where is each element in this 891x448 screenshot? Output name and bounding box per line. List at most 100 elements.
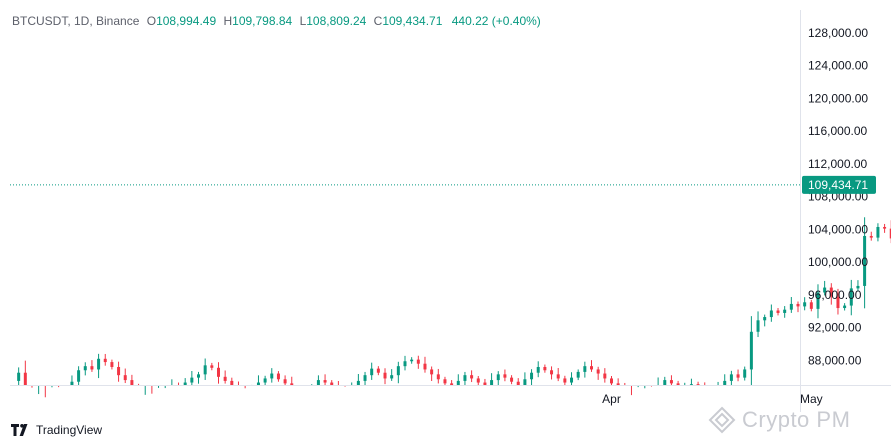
candle-body xyxy=(583,366,587,372)
candle-body xyxy=(729,374,733,381)
candle-body xyxy=(276,373,280,380)
candle-body xyxy=(876,226,880,238)
candle-body xyxy=(23,372,27,385)
price-tick-label: 88,000.00 xyxy=(808,353,862,367)
candle-body xyxy=(423,363,427,370)
price-tick-label: 120,000.00 xyxy=(808,91,868,105)
candle-body xyxy=(796,303,800,307)
candle-body xyxy=(70,381,74,385)
candle-body xyxy=(816,292,820,309)
change-value: 440.22 (+0.40%) xyxy=(451,14,541,28)
candle-body xyxy=(443,379,447,384)
price-tick-label: 92,000.00 xyxy=(808,321,862,335)
candle-body xyxy=(669,380,673,384)
candle-body xyxy=(263,378,267,383)
candle-body xyxy=(563,378,567,383)
candle-body xyxy=(696,384,700,386)
watermark-text: Crypto PM xyxy=(742,407,851,432)
candle-body xyxy=(450,383,454,385)
candle-body xyxy=(130,380,134,385)
candle-body xyxy=(536,366,540,373)
symbol-label: BTCUSDT, 1D, Binance xyxy=(12,14,140,28)
high-value: 109,798.84 xyxy=(232,14,293,28)
low-label: L xyxy=(299,14,307,28)
candle-body xyxy=(869,235,873,238)
candle-body xyxy=(503,374,507,378)
candle-body xyxy=(576,371,580,378)
price-tick-label: 104,000.00 xyxy=(808,222,868,236)
candle-body xyxy=(210,365,214,368)
candle-body xyxy=(356,380,360,385)
candle-body xyxy=(789,303,793,310)
candle-body xyxy=(676,383,680,385)
candle-body xyxy=(596,369,600,374)
candle-body xyxy=(370,368,374,376)
candle-body xyxy=(769,310,773,318)
candle-body xyxy=(197,374,201,378)
candle-body xyxy=(809,302,813,309)
candle-body xyxy=(883,226,887,229)
candle-body xyxy=(756,320,760,332)
candle-body xyxy=(556,374,560,379)
candle-body xyxy=(83,366,87,371)
candle-body xyxy=(403,361,407,367)
candle-body xyxy=(863,235,867,286)
candle-body xyxy=(609,378,613,384)
candle-body xyxy=(216,367,220,377)
open-label: O xyxy=(146,14,157,28)
candle-body xyxy=(889,228,891,239)
price-tick-label: 124,000.00 xyxy=(808,59,868,73)
candle-body xyxy=(470,375,474,379)
candle-body xyxy=(496,374,500,381)
open-value: 108,994.49 xyxy=(156,14,217,28)
candle-body xyxy=(603,373,607,379)
candle-body xyxy=(396,366,400,376)
candle-body xyxy=(836,296,840,309)
candle-body xyxy=(323,380,327,383)
candle-body xyxy=(763,317,767,321)
candle-body xyxy=(230,380,234,385)
candle-body xyxy=(97,358,101,370)
candle-body xyxy=(663,380,667,385)
candle-body xyxy=(849,288,853,306)
candle-body xyxy=(543,366,547,371)
candle-body xyxy=(803,302,807,307)
candle-body xyxy=(843,305,847,309)
price-tick-label: 128,000.00 xyxy=(808,26,868,40)
tradingview-icon xyxy=(11,424,28,436)
diamond-logo-icon xyxy=(708,406,736,434)
time-tick-label: Apr xyxy=(602,392,621,406)
candle-body xyxy=(330,382,334,385)
ohlc-legend: BTCUSDT, 1D, Binance O108,994.49 H109,79… xyxy=(12,14,541,28)
candle-body xyxy=(77,370,81,382)
candle-body xyxy=(530,372,534,380)
candle-body xyxy=(376,368,380,373)
time-tick-label: May xyxy=(800,392,823,406)
candle-body xyxy=(476,378,480,383)
candle-body xyxy=(190,377,194,383)
candle-body xyxy=(856,285,860,289)
candle-body xyxy=(456,380,460,385)
price-axis[interactable]: 88,000.00 92,000.00 96,000.00 100,000.00 104… xyxy=(808,26,868,368)
candle-body xyxy=(316,380,320,385)
tradingview-logo[interactable]: TradingView xyxy=(11,423,102,437)
price-tick-label: 112,000.00 xyxy=(808,157,867,171)
candle-body xyxy=(523,379,527,385)
candle-body xyxy=(689,384,693,386)
watermark: Crypto PM xyxy=(708,406,850,434)
candle-body xyxy=(416,359,420,364)
candle-body xyxy=(436,374,440,380)
candle-body xyxy=(823,287,827,293)
candle-body xyxy=(283,379,287,384)
candle-body xyxy=(203,365,207,375)
candle-body xyxy=(430,369,434,375)
candle-body xyxy=(483,382,487,385)
candle-body xyxy=(17,372,21,381)
price-tick-label: 100,000.00 xyxy=(808,255,868,269)
candle-body xyxy=(616,383,620,385)
candle-body xyxy=(510,377,514,382)
candle-body xyxy=(103,358,107,363)
time-axis[interactable]: AprMayJunJulAugSepOct xyxy=(602,392,891,406)
candle-body xyxy=(183,382,187,385)
